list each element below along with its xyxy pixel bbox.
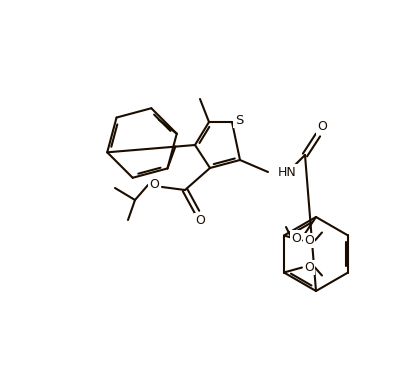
Text: O: O — [291, 231, 301, 245]
Text: O: O — [149, 177, 159, 191]
Text: O: O — [317, 120, 327, 134]
Text: O: O — [304, 234, 314, 247]
Text: S: S — [235, 114, 243, 127]
Text: O: O — [304, 261, 314, 274]
Text: O: O — [195, 215, 205, 227]
Text: HN: HN — [278, 165, 297, 178]
